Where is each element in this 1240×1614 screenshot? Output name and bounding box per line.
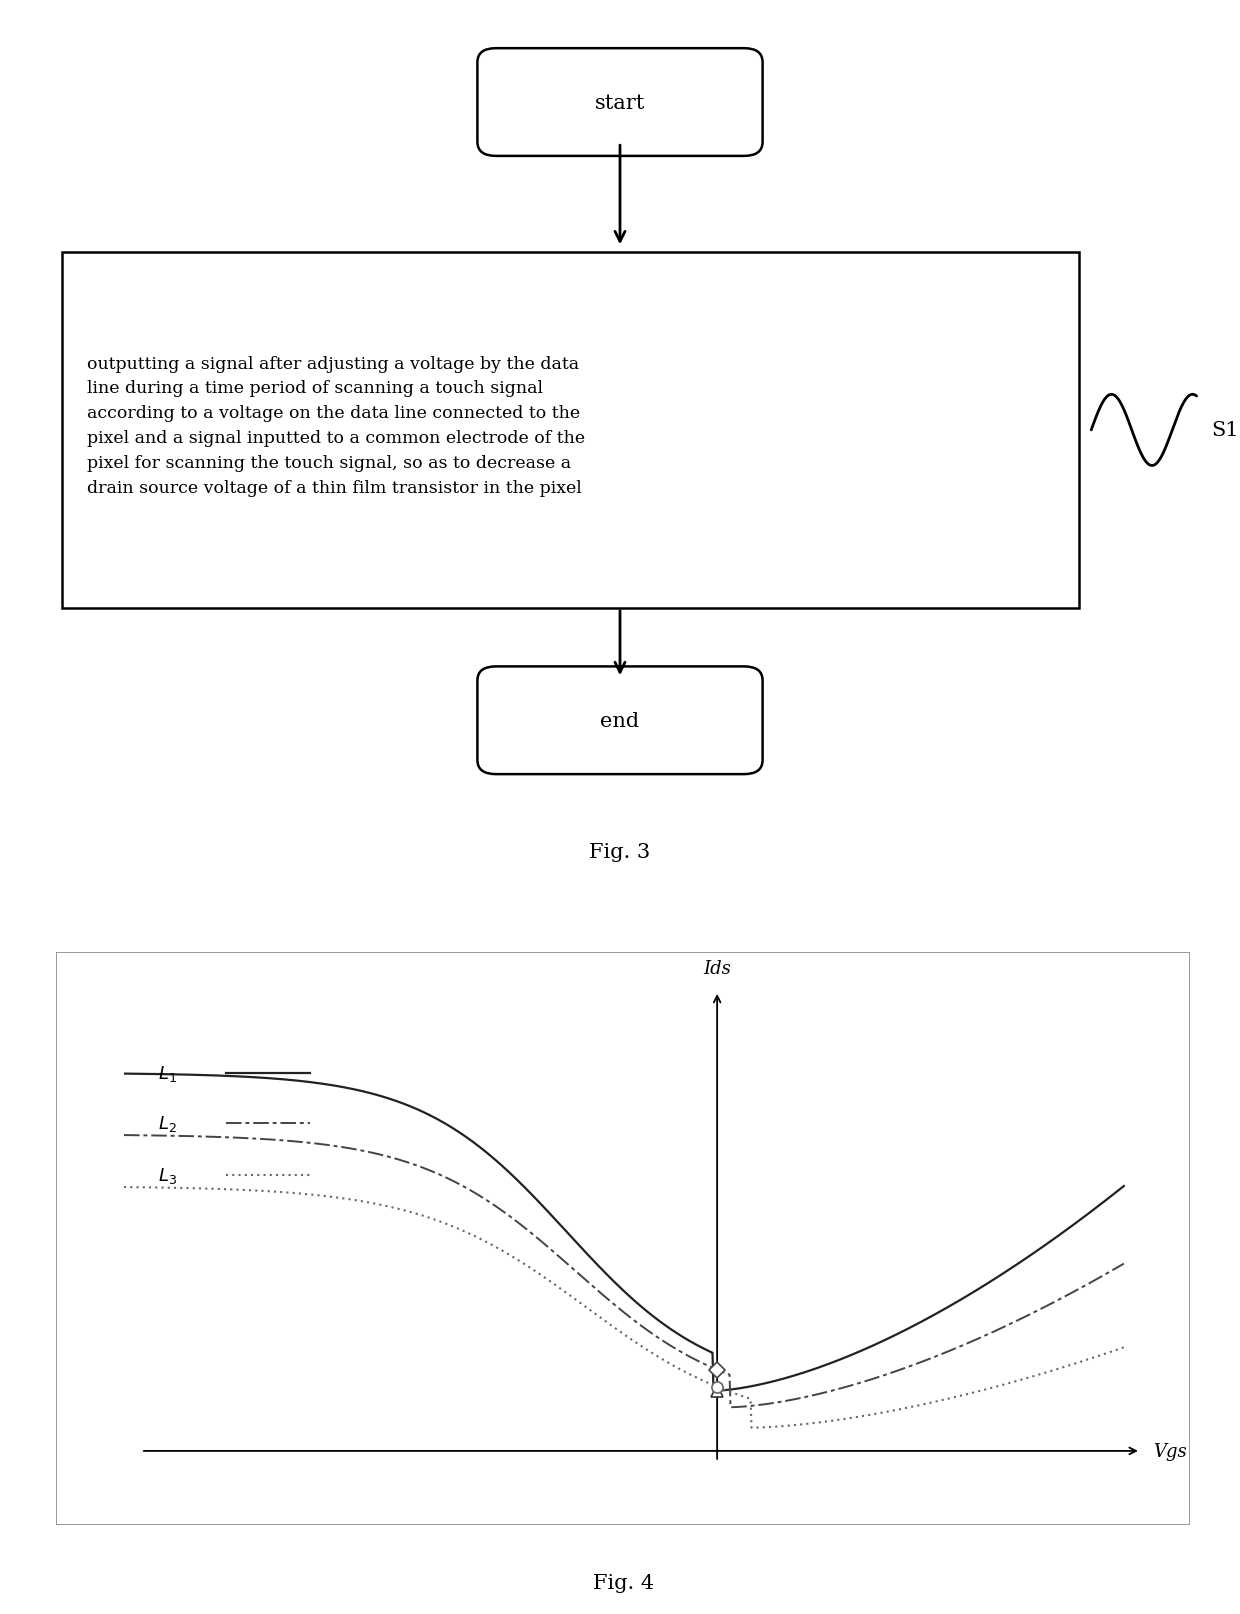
FancyBboxPatch shape	[477, 667, 763, 775]
FancyBboxPatch shape	[62, 253, 1079, 608]
Text: $L_1$: $L_1$	[157, 1064, 177, 1083]
FancyBboxPatch shape	[477, 48, 763, 157]
Text: $L_2$: $L_2$	[157, 1114, 176, 1133]
Text: Vgs: Vgs	[1153, 1441, 1187, 1461]
FancyBboxPatch shape	[56, 952, 1190, 1525]
Text: outputting a signal after adjusting a voltage by the data
line during a time per: outputting a signal after adjusting a vo…	[87, 355, 585, 497]
Text: S10: S10	[1211, 421, 1240, 441]
Text: Ids: Ids	[703, 960, 732, 978]
Text: end: end	[600, 712, 640, 730]
Text: start: start	[595, 94, 645, 113]
Text: Fig. 3: Fig. 3	[589, 843, 651, 862]
Text: Fig. 4: Fig. 4	[593, 1574, 653, 1591]
Text: $L_3$: $L_3$	[157, 1165, 177, 1186]
